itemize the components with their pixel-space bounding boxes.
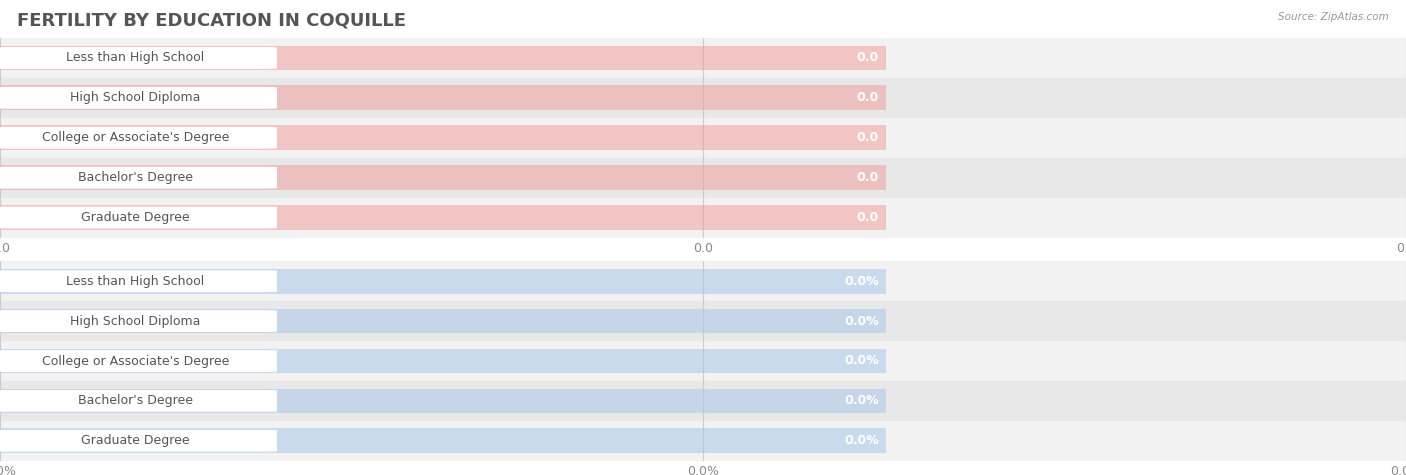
Bar (0, 421, 1406, 461)
Bar (0, 341, 1406, 381)
Bar (0, 428, 886, 453)
Text: 0.0%: 0.0% (844, 275, 879, 288)
Text: 0.0%: 0.0% (844, 394, 879, 408)
Text: Less than High School: Less than High School (66, 275, 204, 288)
Text: FERTILITY BY EDUCATION IN COQUILLE: FERTILITY BY EDUCATION IN COQUILLE (17, 12, 406, 30)
FancyBboxPatch shape (0, 270, 277, 292)
Text: 0.0: 0.0 (856, 51, 879, 65)
Text: Graduate Degree: Graduate Degree (82, 211, 190, 224)
Bar (0, 78, 1406, 118)
FancyBboxPatch shape (0, 127, 277, 149)
Text: 0.0: 0.0 (856, 211, 879, 224)
Text: 0.0%: 0.0% (844, 434, 879, 447)
Bar (0, 389, 886, 413)
FancyBboxPatch shape (0, 310, 277, 332)
Bar (0, 205, 886, 230)
Text: 0.0: 0.0 (856, 171, 879, 184)
FancyBboxPatch shape (0, 430, 277, 452)
Bar (0, 198, 1406, 238)
Text: Less than High School: Less than High School (66, 51, 204, 65)
Bar (0, 301, 1406, 341)
Bar (0, 158, 1406, 198)
Bar (0, 125, 886, 150)
Text: Source: ZipAtlas.com: Source: ZipAtlas.com (1278, 12, 1389, 22)
Bar (0, 118, 1406, 158)
Bar (0, 381, 1406, 421)
FancyBboxPatch shape (0, 167, 277, 189)
FancyBboxPatch shape (0, 47, 277, 69)
Text: 0.0: 0.0 (856, 131, 879, 144)
Text: College or Associate's Degree: College or Associate's Degree (42, 131, 229, 144)
Bar (0, 165, 886, 190)
Bar (0, 261, 1406, 301)
FancyBboxPatch shape (0, 207, 277, 228)
Bar (0, 38, 1406, 78)
Text: 0.0: 0.0 (856, 91, 879, 104)
Text: 0.0%: 0.0% (844, 354, 879, 368)
Bar (0, 86, 886, 110)
Text: 0.0%: 0.0% (844, 314, 879, 328)
FancyBboxPatch shape (0, 350, 277, 372)
Text: Bachelor's Degree: Bachelor's Degree (77, 171, 193, 184)
Bar (0, 309, 886, 333)
Bar (0, 269, 886, 294)
Text: High School Diploma: High School Diploma (70, 314, 201, 328)
Bar (0, 349, 886, 373)
Text: Bachelor's Degree: Bachelor's Degree (77, 394, 193, 408)
FancyBboxPatch shape (0, 390, 277, 412)
Bar (0, 46, 886, 70)
FancyBboxPatch shape (0, 87, 277, 109)
Text: College or Associate's Degree: College or Associate's Degree (42, 354, 229, 368)
Text: Graduate Degree: Graduate Degree (82, 434, 190, 447)
Text: High School Diploma: High School Diploma (70, 91, 201, 104)
